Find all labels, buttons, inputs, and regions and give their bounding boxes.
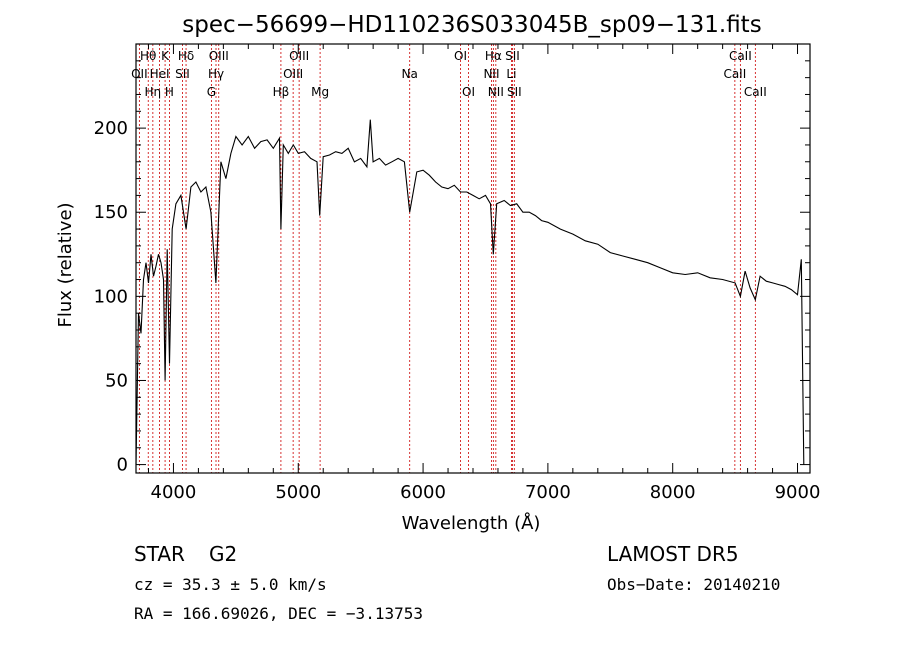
line-marker-label: G: [207, 85, 216, 99]
y-tick-label: 0: [117, 455, 128, 476]
line-marker-label: OI: [462, 85, 475, 99]
survey-label: LAMOST DR5: [607, 542, 739, 566]
class-label: STAR: [134, 542, 185, 566]
line-marker-label: Li: [506, 67, 516, 81]
y-tick-label: 100: [94, 286, 128, 307]
line-marker-label: SII: [507, 85, 522, 99]
redshift-readout: cz = 35.3 ± 5.0 km/s: [134, 575, 327, 594]
line-marker-label: CaII: [729, 49, 752, 63]
line-marker-label: OIII: [209, 49, 229, 63]
line-marker-label: Hγ: [208, 67, 224, 81]
line-marker-label: Hβ: [273, 85, 290, 99]
x-tick-label: 5000: [275, 482, 321, 503]
line-marker-labels: OII Hθ Hη HeI K H Hδ SII G Hγ OIII Hβ OIII OIII Mg Na OI…: [131, 49, 767, 99]
line-marker-label: OIII: [289, 49, 309, 63]
spectrum-line: [135, 119, 805, 465]
chart-title: spec−56699−HD110236S033045B_sp09−131.fit…: [182, 12, 761, 38]
line-marker-label: Hθ: [140, 49, 156, 63]
line-markers: [138, 44, 756, 473]
x-axis-label: Wavelength (Å): [402, 512, 541, 534]
line-marker-label: CaII: [723, 67, 746, 81]
x-tick-label: 9000: [775, 482, 821, 503]
line-marker-label: OIII: [283, 67, 303, 81]
y-tick-label: 150: [94, 202, 128, 223]
line-marker-label: NII: [488, 85, 504, 99]
coordinates-readout: RA = 166.69026, DEC = −3.13753: [134, 604, 423, 623]
line-marker-label: SII: [505, 49, 520, 63]
line-marker-label: OI: [454, 49, 467, 63]
subclass-label: G2: [209, 542, 238, 566]
y-tick-label: 200: [94, 118, 128, 139]
plot-frame: [135, 43, 811, 474]
line-marker-label: SII: [175, 67, 190, 81]
x-tick-label: 4000: [151, 482, 197, 503]
line-marker-label: K: [161, 49, 170, 63]
line-marker-label: NII: [483, 67, 499, 81]
x-axis-ticks: 4000 5000 6000 7000 8000 9000: [147, 44, 821, 503]
x-tick-label: 8000: [650, 482, 696, 503]
y-axis-label: Flux (relative): [55, 202, 76, 327]
line-marker-label: Hδ: [178, 49, 194, 63]
line-marker-label: Mg: [311, 85, 329, 99]
line-marker-label: Hα: [485, 49, 502, 63]
line-marker-label: H: [165, 85, 174, 99]
y-tick-label: 50: [105, 370, 128, 391]
obs-date-readout: Obs−Date: 20140210: [607, 575, 781, 594]
line-marker-label: HeI: [150, 67, 170, 81]
x-tick-label: 7000: [525, 482, 571, 503]
line-marker-label: CaII: [744, 85, 767, 99]
line-marker-label: Hη: [145, 85, 162, 99]
x-tick-label: 6000: [400, 482, 446, 503]
line-marker-label: Na: [402, 67, 418, 81]
line-marker-label: OII: [131, 67, 148, 81]
y-axis-ticks: 0 50 100 150 200: [94, 60, 810, 476]
